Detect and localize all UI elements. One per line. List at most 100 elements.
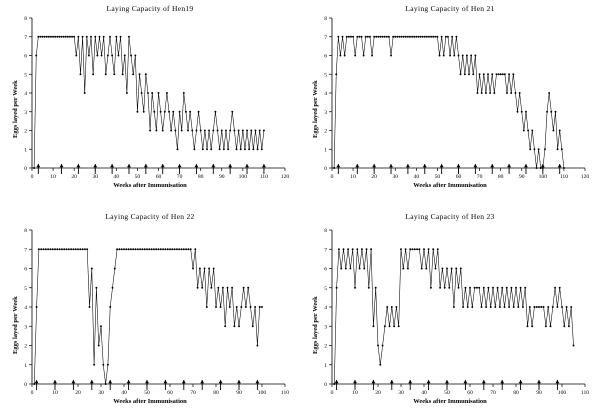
svg-text:80: 80 <box>513 390 519 396</box>
svg-text:20: 20 <box>375 390 381 396</box>
svg-text:0: 0 <box>324 382 327 388</box>
svg-text:2: 2 <box>24 344 27 350</box>
svg-text:5: 5 <box>24 72 27 78</box>
svg-text:30: 30 <box>98 390 104 396</box>
x-axis-label-hen22: Weeks after Immunisation <box>113 398 187 405</box>
svg-text:2: 2 <box>324 344 327 350</box>
svg-text:1: 1 <box>24 363 27 369</box>
svg-text:70: 70 <box>477 174 483 180</box>
svg-text:7: 7 <box>324 35 327 41</box>
svg-text:1: 1 <box>324 363 327 369</box>
svg-text:0: 0 <box>324 166 327 172</box>
svg-text:0: 0 <box>331 174 334 180</box>
svg-text:10: 10 <box>350 174 356 180</box>
svg-text:20: 20 <box>75 390 81 396</box>
x-axis-label-hen21: Weeks after Immunisation <box>413 182 487 189</box>
svg-text:50: 50 <box>444 390 450 396</box>
svg-text:90: 90 <box>219 174 225 180</box>
svg-text:110: 110 <box>560 174 568 180</box>
svg-text:10: 10 <box>50 174 56 180</box>
svg-text:70: 70 <box>190 390 196 396</box>
svg-text:0: 0 <box>331 390 334 396</box>
svg-text:60: 60 <box>167 390 173 396</box>
plot-area-hen22: 0 10 20 30 40 50 60 70 80 90 100 110 0 1 2 3 4 5 6 7 8 <box>24 228 289 396</box>
svg-text:120: 120 <box>281 174 290 180</box>
svg-text:6: 6 <box>324 54 327 60</box>
plot-area-hen21: 0 10 20 30 40 50 60 70 80 90 100 110 120 0 1 2 3 4 5 6 7 8 <box>324 16 590 180</box>
svg-text:1: 1 <box>324 147 327 153</box>
svg-text:2: 2 <box>24 129 27 135</box>
svg-text:80: 80 <box>498 174 504 180</box>
svg-text:50: 50 <box>144 390 150 396</box>
svg-text:5: 5 <box>24 286 27 292</box>
svg-text:50: 50 <box>435 174 441 180</box>
svg-text:0: 0 <box>24 382 27 388</box>
svg-text:100: 100 <box>258 390 267 396</box>
svg-text:1: 1 <box>24 147 27 153</box>
svg-text:40: 40 <box>414 174 420 180</box>
svg-text:4: 4 <box>324 305 327 311</box>
svg-text:0: 0 <box>31 390 34 396</box>
svg-text:3: 3 <box>24 110 27 116</box>
svg-text:110: 110 <box>581 390 589 396</box>
svg-text:3: 3 <box>324 324 327 330</box>
svg-text:60: 60 <box>467 390 473 396</box>
svg-text:120: 120 <box>581 174 590 180</box>
chart-panel-hen19: Laying Capacity of Hen19 Weeks after Imm… <box>0 0 300 208</box>
svg-text:40: 40 <box>121 390 127 396</box>
chart-panel-hen22: Laying Capacity of Hen 22 Weeks after Im… <box>0 208 300 416</box>
chart-title-hen22: Laying Capacity of Hen 22 <box>105 212 195 221</box>
svg-text:90: 90 <box>519 174 525 180</box>
svg-text:70: 70 <box>177 174 183 180</box>
chart-panel-hen23: Laying Capacity of Hen 23 Weeks after Im… <box>300 208 600 416</box>
svg-text:100: 100 <box>239 174 248 180</box>
svg-text:80: 80 <box>198 174 204 180</box>
svg-text:30: 30 <box>392 174 398 180</box>
plot-area-hen19: 0 10 20 30 40 50 60 70 80 90 100 110 120 0 1 2 3 4 5 6 7 8 <box>24 16 290 180</box>
svg-text:60: 60 <box>456 174 462 180</box>
svg-text:60: 60 <box>156 174 162 180</box>
svg-text:70: 70 <box>490 390 496 396</box>
svg-text:6: 6 <box>24 54 27 60</box>
svg-text:100: 100 <box>539 174 548 180</box>
svg-text:7: 7 <box>24 35 27 41</box>
svg-text:100: 100 <box>558 390 567 396</box>
plot-area-hen23: 0 10 20 30 40 50 60 70 80 90 100 110 0 1 2 3 4 5 6 7 8 <box>324 228 589 396</box>
svg-text:30: 30 <box>398 390 404 396</box>
svg-text:4: 4 <box>24 305 27 311</box>
svg-text:40: 40 <box>421 390 427 396</box>
svg-text:0: 0 <box>24 166 27 172</box>
svg-text:2: 2 <box>324 129 327 135</box>
svg-text:8: 8 <box>24 16 27 22</box>
svg-text:4: 4 <box>324 91 327 97</box>
svg-text:3: 3 <box>324 110 327 116</box>
svg-text:20: 20 <box>71 174 77 180</box>
svg-text:7: 7 <box>24 247 27 253</box>
x-axis-label-hen19: Weeks after Immunisation <box>113 182 187 189</box>
svg-text:6: 6 <box>324 267 327 273</box>
svg-text:10: 10 <box>52 390 58 396</box>
svg-text:3: 3 <box>24 324 27 330</box>
svg-text:5: 5 <box>324 286 327 292</box>
svg-text:6: 6 <box>24 267 27 273</box>
chart-title-hen23: Laying Capacity of Hen 23 <box>405 212 495 221</box>
svg-text:80: 80 <box>213 390 219 396</box>
svg-text:7: 7 <box>324 247 327 253</box>
svg-text:90: 90 <box>236 390 242 396</box>
svg-text:8: 8 <box>324 16 327 22</box>
svg-text:90: 90 <box>536 390 542 396</box>
x-axis-label-hen23: Weeks after Immunisation <box>413 398 487 405</box>
svg-text:8: 8 <box>24 228 27 234</box>
svg-text:5: 5 <box>324 72 327 78</box>
chart-title-hen19: Laying Capacity of Hen19 <box>106 4 194 13</box>
chart-title-hen21: Laying Capacity of Hen 21 <box>405 4 495 13</box>
svg-text:110: 110 <box>281 390 289 396</box>
svg-text:30: 30 <box>92 174 98 180</box>
chart-panel-hen21: Laying Capacity of Hen 21 Weeks after Im… <box>300 0 600 208</box>
svg-text:4: 4 <box>24 91 27 97</box>
svg-text:8: 8 <box>324 228 327 234</box>
svg-text:110: 110 <box>260 174 268 180</box>
svg-text:50: 50 <box>135 174 141 180</box>
svg-text:0: 0 <box>31 174 34 180</box>
